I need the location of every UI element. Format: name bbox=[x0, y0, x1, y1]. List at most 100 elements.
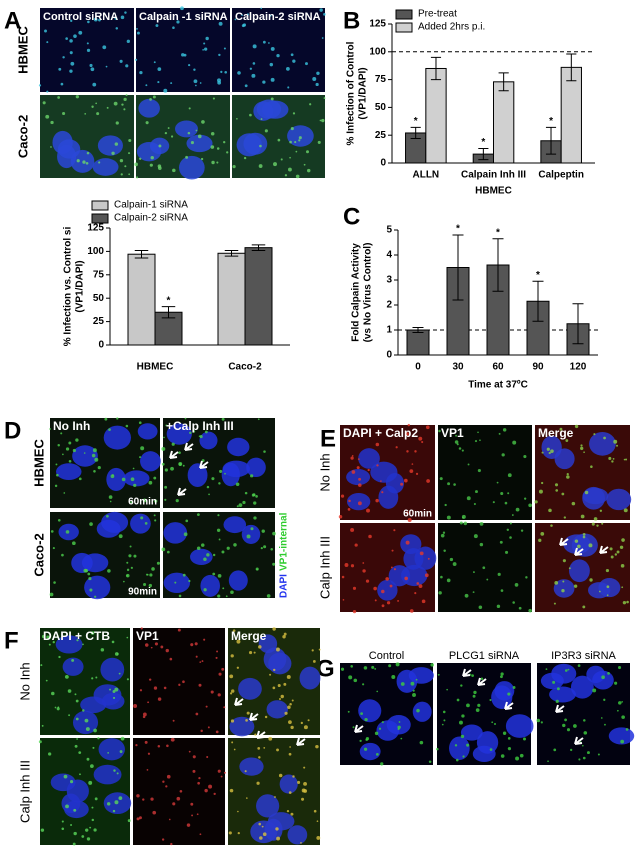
arrow bbox=[574, 736, 584, 745]
puncta bbox=[123, 108, 126, 111]
puncta bbox=[172, 802, 176, 806]
puncta bbox=[479, 439, 481, 442]
nucleus bbox=[400, 534, 422, 554]
puncta bbox=[540, 721, 543, 724]
puncta bbox=[512, 686, 516, 689]
puncta bbox=[145, 84, 148, 87]
puncta bbox=[261, 529, 265, 533]
puncta bbox=[74, 693, 77, 696]
puncta bbox=[236, 117, 238, 120]
puncta bbox=[65, 530, 70, 534]
arrow bbox=[296, 737, 306, 746]
puncta bbox=[282, 635, 286, 639]
puncta bbox=[120, 173, 123, 176]
puncta bbox=[578, 758, 581, 761]
puncta bbox=[55, 463, 58, 466]
puncta bbox=[95, 676, 98, 679]
y-axis-label: (vs No Virus Control) bbox=[363, 243, 374, 343]
puncta bbox=[500, 672, 504, 676]
puncta bbox=[85, 161, 89, 165]
column-label: +Calp Inh III bbox=[166, 419, 234, 433]
puncta bbox=[78, 477, 82, 481]
legend-swatch bbox=[395, 9, 413, 20]
puncta bbox=[215, 730, 219, 734]
puncta bbox=[130, 566, 133, 569]
puncta bbox=[204, 47, 208, 51]
puncta bbox=[72, 842, 76, 846]
puncta bbox=[358, 477, 362, 481]
puncta bbox=[48, 643, 51, 646]
puncta bbox=[453, 483, 456, 486]
puncta bbox=[276, 748, 279, 752]
puncta bbox=[446, 688, 448, 691]
puncta bbox=[568, 567, 571, 570]
puncta bbox=[149, 98, 152, 101]
puncta bbox=[86, 757, 90, 761]
puncta bbox=[140, 446, 145, 451]
nucleus bbox=[239, 757, 264, 776]
puncta bbox=[163, 88, 168, 93]
legend-label: Calpain-2 siRNA bbox=[114, 213, 188, 224]
y-axis-label: Fold Calpain Activity bbox=[351, 243, 362, 342]
puncta bbox=[259, 144, 262, 148]
puncta bbox=[290, 812, 294, 816]
puncta bbox=[56, 707, 60, 711]
puncta bbox=[565, 439, 569, 442]
puncta bbox=[84, 718, 89, 723]
puncta bbox=[438, 429, 441, 433]
puncta bbox=[50, 146, 52, 148]
puncta bbox=[573, 724, 577, 728]
puncta bbox=[172, 26, 175, 30]
puncta bbox=[321, 37, 324, 39]
puncta bbox=[199, 661, 202, 663]
puncta bbox=[83, 452, 86, 454]
nucleus bbox=[62, 657, 84, 676]
puncta bbox=[167, 550, 170, 554]
puncta bbox=[97, 737, 100, 740]
puncta bbox=[136, 794, 140, 798]
error-bar bbox=[452, 234, 464, 301]
puncta bbox=[380, 480, 382, 482]
puncta bbox=[260, 118, 263, 120]
puncta bbox=[511, 514, 514, 516]
puncta bbox=[254, 733, 257, 736]
puncta bbox=[196, 546, 201, 551]
puncta bbox=[289, 156, 291, 159]
puncta bbox=[391, 549, 394, 552]
puncta bbox=[306, 150, 309, 154]
puncta bbox=[357, 501, 362, 506]
error-bar bbox=[478, 148, 489, 161]
puncta bbox=[212, 97, 215, 100]
nucleus bbox=[138, 98, 160, 118]
puncta bbox=[538, 489, 543, 494]
puncta bbox=[584, 490, 589, 495]
puncta bbox=[546, 447, 550, 451]
puncta bbox=[258, 822, 261, 826]
puncta bbox=[553, 748, 557, 752]
nucleus bbox=[97, 135, 123, 156]
puncta bbox=[268, 736, 273, 741]
puncta bbox=[478, 605, 483, 610]
puncta bbox=[233, 543, 237, 547]
puncta bbox=[88, 576, 92, 581]
puncta bbox=[115, 27, 119, 30]
puncta bbox=[312, 660, 316, 663]
puncta bbox=[406, 511, 409, 515]
puncta bbox=[50, 120, 54, 125]
puncta bbox=[184, 417, 187, 420]
puncta bbox=[342, 599, 345, 601]
puncta bbox=[190, 141, 194, 145]
puncta bbox=[446, 578, 451, 583]
puncta bbox=[90, 631, 95, 635]
puncta bbox=[525, 576, 528, 579]
puncta bbox=[133, 703, 138, 708]
puncta bbox=[375, 753, 379, 756]
puncta bbox=[220, 70, 223, 74]
puncta bbox=[91, 806, 94, 809]
nucleus bbox=[66, 779, 89, 803]
puncta bbox=[348, 499, 351, 503]
nucleus bbox=[223, 516, 247, 534]
puncta bbox=[441, 723, 444, 726]
puncta bbox=[309, 103, 312, 106]
puncta bbox=[504, 501, 508, 505]
